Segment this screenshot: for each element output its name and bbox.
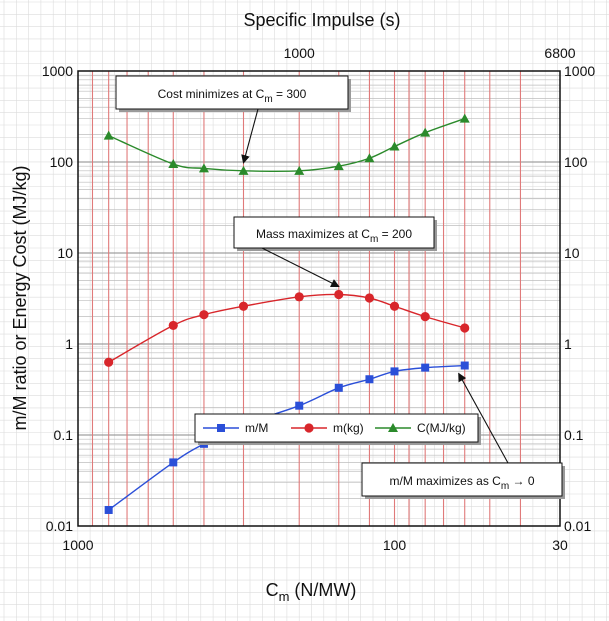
data-point — [365, 375, 374, 384]
y-tick-label-left: 1 — [65, 336, 73, 352]
data-point — [334, 289, 344, 300]
legend-box — [194, 413, 479, 443]
data-point — [390, 367, 399, 376]
y-tick-label-right: 10 — [564, 245, 580, 261]
series-lines — [108, 117, 465, 511]
annotation-text: Mass maximizes at Cm = 200 — [256, 227, 412, 245]
annotation-text-sub: m — [370, 234, 378, 245]
data-point — [295, 401, 304, 410]
series-markers — [103, 113, 470, 514]
data-point — [421, 363, 430, 372]
data-point — [333, 161, 344, 171]
legend-label: m(kg) — [333, 421, 364, 435]
x-axis-label-unit: (N/MW) — [289, 580, 356, 600]
y-tick-label-right: 0.01 — [564, 518, 591, 534]
data-point — [168, 320, 178, 331]
chart-title: Specific Impulse (s) — [243, 10, 400, 30]
annotation-box — [361, 462, 563, 497]
data-point — [460, 323, 470, 333]
annotation-arrow — [261, 247, 340, 287]
y-tick-label-right: 100 — [564, 154, 588, 170]
y-tick-label-left: 0.1 — [54, 427, 74, 443]
data-point — [104, 357, 114, 367]
y-tick-label-left: 1000 — [42, 63, 73, 79]
annotation-text-tail: → 0 — [509, 474, 535, 488]
data-point — [389, 301, 400, 311]
data-point — [294, 165, 305, 175]
data-point — [238, 301, 249, 311]
data-point — [103, 130, 114, 140]
data-point — [420, 127, 431, 137]
legend: m/M m(kg) C(MJ/kg) — [194, 413, 481, 445]
annotation-arrow — [241, 108, 259, 164]
legend-label: C(MJ/kg) — [417, 421, 466, 435]
top-tick-label: 1000 — [284, 45, 315, 61]
y-axis-label: m/M ratio or Energy Cost (MJ/kg) — [10, 165, 30, 430]
data-point — [364, 293, 375, 303]
annotation-text-main: m/M maximizes as C — [389, 474, 501, 488]
annotation-text-main: Mass maximizes at C — [256, 227, 370, 241]
legend-label: m/M — [245, 421, 268, 435]
annotation-box — [115, 75, 349, 110]
plot-frame — [77, 70, 561, 527]
y-tick-label-right: 1000 — [564, 63, 595, 79]
data-point — [334, 383, 343, 392]
annotation-box — [233, 216, 435, 249]
y-tick-label-left: 10 — [57, 245, 73, 261]
vertical-red-gridlines — [91, 71, 522, 526]
top-tick-label: 6800 — [544, 45, 575, 61]
data-point — [169, 458, 178, 467]
y-tick-label-left: 0.01 — [46, 518, 73, 534]
series-line — [108, 293, 465, 363]
tick-labels: 1000 100 30 0.01 0.01 0.1 0.1 1 1 10 10 100 100 1000 1… — [42, 45, 596, 553]
x-axis-label-sub: m — [279, 589, 290, 604]
data-point — [460, 361, 469, 370]
series-line — [108, 364, 465, 511]
annotation-text-sub: m — [501, 481, 509, 492]
data-point — [420, 312, 430, 322]
data-point — [364, 153, 375, 163]
annotation-arrow — [458, 372, 509, 464]
x-tick-label: 100 — [383, 537, 407, 553]
series-line — [108, 117, 465, 172]
data-point — [389, 141, 400, 151]
legend-marker — [217, 424, 225, 432]
x-tick-label: 30 — [552, 537, 568, 553]
data-point — [168, 159, 179, 169]
annotation-text: m/M maximizes as Cm → 0 — [389, 474, 534, 492]
data-point — [199, 310, 209, 320]
y-tick-label-right: 1 — [564, 336, 572, 352]
annotation-text-tail: = 300 — [273, 87, 307, 101]
legend-marker — [388, 423, 398, 432]
annotation-text-tail: = 200 — [378, 227, 412, 241]
x-tick-label: 1000 — [62, 537, 93, 553]
legend-marker — [304, 423, 314, 433]
data-point — [104, 505, 113, 514]
annotation-text: Cost minimizes at Cm = 300 — [158, 87, 307, 105]
data-point — [294, 292, 304, 302]
y-tick-label-left: 100 — [50, 154, 74, 170]
data-point — [198, 163, 209, 173]
annotation-text-main: Cost minimizes at C — [158, 87, 265, 101]
x-axis-label: Cm (N/MW) — [266, 580, 357, 604]
y-tick-label-right: 0.1 — [564, 427, 584, 443]
data-point — [238, 165, 249, 175]
data-point — [459, 113, 470, 123]
x-axis-label-main: C — [266, 580, 279, 600]
annotation-text-sub: m — [264, 94, 272, 105]
